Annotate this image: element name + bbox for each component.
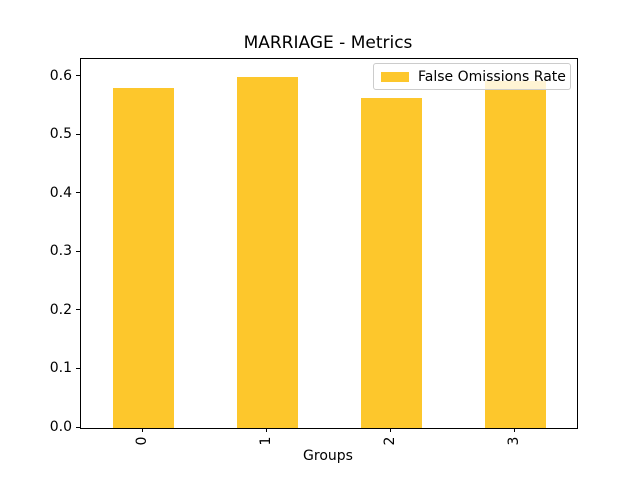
x-tick-label: 2 (382, 436, 398, 446)
y-tick-label: 0.0 (49, 419, 72, 435)
y-tick-label: 0.5 (49, 126, 72, 143)
y-tick-mark (76, 192, 80, 194)
x-tick-mark (389, 428, 391, 432)
bar-group-0 (112, 88, 174, 428)
legend: False Omissions Rate (373, 63, 571, 90)
plot-area: False Omissions Rate (80, 58, 578, 429)
y-tick-label: 0.2 (49, 301, 72, 318)
legend-label: False Omissions Rate (418, 68, 566, 85)
x-axis-label: Groups (303, 448, 353, 464)
y-tick-mark (76, 367, 80, 369)
y-tick-label: 0.3 (49, 243, 72, 260)
bar-group-3 (484, 81, 546, 428)
bars-layer (81, 59, 577, 428)
chart-title: MARRIAGE - Metrics (243, 33, 413, 53)
x-tick-label: 0 (134, 436, 150, 446)
x-tick-mark (141, 428, 143, 432)
y-tick-mark (76, 309, 80, 311)
y-tick-label: 0.1 (49, 360, 72, 377)
x-tick-mark (265, 428, 267, 432)
x-tick-mark (513, 428, 515, 432)
y-tick-label: 0.4 (49, 184, 72, 201)
y-tick-mark (76, 133, 80, 135)
x-tick-label: 1 (258, 436, 274, 446)
y-tick-mark (76, 426, 80, 428)
bar-group-1 (236, 76, 298, 428)
bar-group-2 (360, 98, 422, 428)
y-tick-mark (76, 250, 80, 252)
y-tick-mark (76, 75, 80, 77)
y-tick-label: 0.6 (49, 67, 72, 84)
x-tick-label: 3 (506, 436, 522, 446)
legend-swatch (381, 71, 409, 82)
